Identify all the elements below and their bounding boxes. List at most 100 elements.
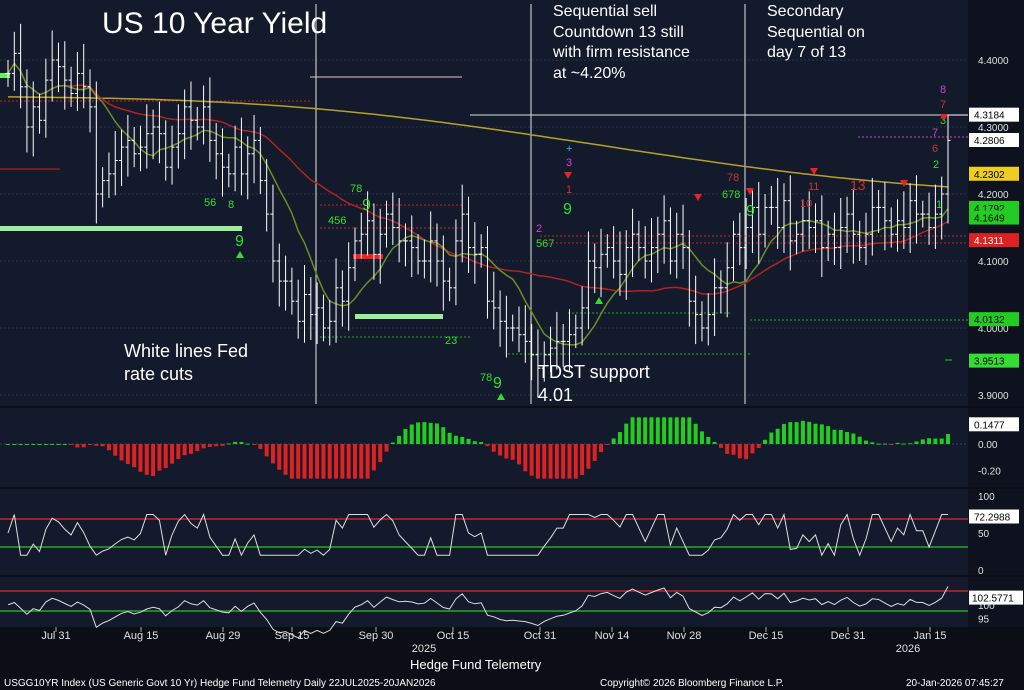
moving-average-mid	[7, 62, 949, 296]
setup-9-dec: 9	[746, 203, 755, 220]
histogram-bar	[163, 444, 168, 469]
histogram-bar	[283, 444, 288, 475]
setup-456-sep: 456	[328, 215, 346, 227]
histogram-bar	[617, 432, 622, 444]
setup-23-oct: 23	[445, 335, 457, 347]
histogram-bar	[37, 444, 42, 445]
histogram-bar	[889, 444, 894, 445]
histogram-bar	[69, 444, 74, 446]
histogram-bar	[138, 444, 143, 472]
histogram-bar	[876, 443, 881, 445]
histogram-bar	[384, 444, 389, 452]
x-tick-label: Aug 15	[124, 630, 159, 642]
footer-timestamp: 20-Jan-2026 07:45:27	[906, 678, 1004, 689]
histogram-bar	[769, 432, 774, 444]
annotation-line-2: Sequential on	[767, 24, 865, 41]
histogram-bar	[832, 429, 837, 444]
histogram-bar	[12, 444, 17, 445]
histogram-bar	[441, 427, 446, 444]
histogram-bar	[838, 429, 843, 444]
momentum-histogram	[6, 417, 950, 479]
histogram-bar	[523, 444, 528, 472]
histogram-bar	[220, 444, 225, 446]
countdown-78-dec: 78	[727, 172, 739, 184]
histogram-bar	[504, 444, 509, 459]
x-tick-label: Jul 31	[41, 630, 70, 642]
x-tick-label: Jan 15	[913, 630, 946, 642]
histogram-bar	[422, 422, 427, 444]
histogram-bar	[517, 444, 522, 465]
price-bars	[5, 23, 951, 398]
histogram-bar	[920, 439, 925, 444]
y-tick-label: 4.1000	[978, 257, 1009, 268]
setup-567-nov: 567	[536, 238, 554, 250]
histogram-bar	[239, 441, 244, 444]
histogram-bar	[781, 424, 786, 444]
annotation-sequential-sell: Sequential sell Countdown 13 still with …	[552, 3, 690, 82]
histogram-bar	[226, 443, 231, 445]
footer-left: USGG10YR Index (US Generic Govt 10 Yr) H…	[4, 678, 436, 689]
histogram-bar	[725, 444, 730, 454]
annotation-fed: White lines Fed rate cuts	[124, 341, 248, 384]
price-tag-label: 3.9513	[974, 357, 1005, 368]
countdown-7-jan: 7	[940, 99, 946, 111]
countdown-7p-jan: 7	[932, 127, 938, 139]
histogram-bar	[18, 444, 23, 445]
histogram-bar	[195, 444, 200, 452]
x-tick-label: Oct 15	[437, 630, 469, 642]
histogram-bar	[548, 444, 553, 479]
y-tick-label: 95	[978, 615, 990, 626]
histogram-bar	[252, 444, 257, 445]
histogram-bar	[542, 444, 547, 479]
histogram-bar	[567, 444, 572, 479]
histogram-bar	[119, 444, 124, 461]
histogram-bar	[819, 424, 824, 444]
histogram-bar	[31, 444, 36, 445]
y-axis-ratio: 100 95 102.5771	[969, 590, 1023, 626]
y-tick-label: 0.00	[978, 440, 998, 451]
setup-3-jan: 3	[940, 115, 946, 127]
histogram-bar	[668, 417, 673, 444]
histogram-bar	[775, 428, 780, 444]
annotation-line-1: Secondary	[767, 3, 844, 20]
price-tag-label: 4.1792	[974, 204, 1005, 215]
histogram-bar	[744, 444, 749, 460]
annotation-line-3: day 7 of 13	[767, 44, 846, 61]
x-tick-label: Dec 31	[831, 630, 866, 642]
histogram-bar	[882, 443, 887, 445]
y-tick-label: 50	[978, 529, 990, 540]
histogram-bar	[693, 423, 698, 444]
ratio-panel	[0, 577, 968, 627]
setup-8-aug: 8	[228, 199, 234, 211]
setup-9-aug: 9	[235, 233, 244, 250]
histogram-bar	[201, 444, 206, 449]
histogram-bar	[56, 444, 61, 445]
histogram-bar	[390, 442, 395, 444]
y-tick-label: 4.2000	[978, 190, 1009, 201]
histogram-bar	[863, 440, 868, 444]
histogram-bar	[308, 444, 313, 479]
histogram-bar	[605, 444, 610, 445]
price-tag	[969, 132, 1019, 147]
y-tick-label: 100	[978, 601, 995, 612]
x-tick-label: Sep 15	[275, 630, 310, 642]
histogram-bar	[649, 417, 654, 444]
footer-copyright: Copyright© 2026 Bloomberg Finance L.P.	[600, 678, 784, 689]
histogram-bar	[643, 417, 648, 444]
histogram-bar	[706, 436, 711, 444]
histogram-bar	[681, 417, 686, 444]
histogram-bar	[6, 444, 10, 445]
histogram-bar	[371, 444, 376, 471]
main-gridlines	[0, 59, 968, 396]
histogram-bar	[132, 444, 137, 468]
annotation-line-4: at ~4.20%	[553, 65, 626, 82]
histogram-bar	[50, 444, 55, 445]
histogram-bar	[453, 435, 458, 444]
histogram-bar	[258, 444, 263, 449]
histogram-bar	[498, 444, 503, 456]
setup-2-jan: 2	[933, 159, 939, 171]
ratio-last-label: 102.5771	[972, 594, 1014, 605]
histogram-bar	[334, 444, 339, 479]
histogram-bar	[94, 444, 99, 446]
arrow-down-oct	[564, 172, 572, 179]
